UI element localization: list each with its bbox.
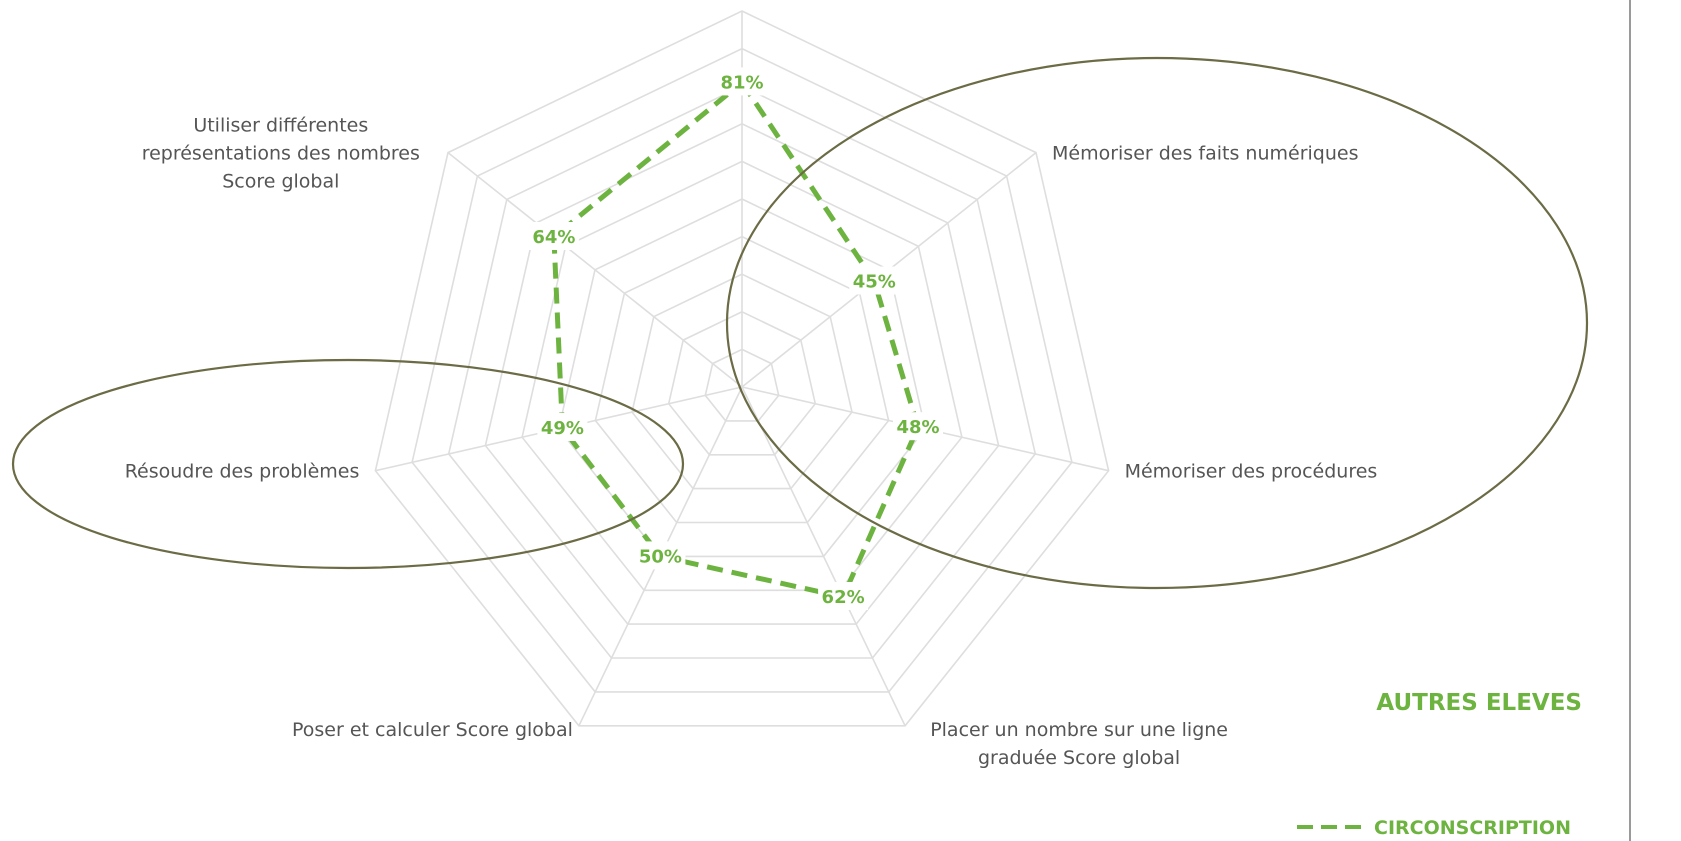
radar-series xyxy=(551,78,921,600)
data-label-bg xyxy=(717,67,767,96)
axis-labels: Mémoriser des faits numériques Mémoriser … xyxy=(125,115,1378,769)
grid-ring xyxy=(557,198,927,558)
grid-ring xyxy=(484,122,1000,625)
grid-ring xyxy=(447,85,1037,659)
data-label-bg xyxy=(893,412,943,441)
grid-ring xyxy=(411,47,1073,693)
grid-spoke xyxy=(447,151,743,388)
legend: AUTRES ELEVES CIRCONSCRIPTION xyxy=(1297,690,1582,839)
axis-label: Mémoriser des procédures xyxy=(1125,461,1378,483)
value-labels: 81% 45% 48% 62% 50% 49% 64% xyxy=(528,67,943,610)
data-label: 81% xyxy=(720,72,763,93)
data-label: 64% xyxy=(532,227,575,248)
grid-ring xyxy=(667,310,817,456)
grid-spoke xyxy=(741,386,906,727)
data-label-bg xyxy=(849,266,900,295)
right-border xyxy=(1629,0,1631,841)
axis-label: Utiliser différentes représentations des … xyxy=(142,115,420,193)
axis-label: Mémoriser des faits numériques xyxy=(1052,143,1359,165)
grid-ring xyxy=(521,160,963,592)
data-label: 49% xyxy=(541,418,584,439)
grid-ring xyxy=(374,10,1110,727)
annotation-ellipses xyxy=(11,56,1589,590)
data-label-bg xyxy=(537,413,588,441)
axis-label: Résoudre des problèmes xyxy=(125,461,360,483)
legend-label-autres: AUTRES ELEVES xyxy=(1376,690,1582,716)
grid-ring xyxy=(704,348,780,422)
data-label-bg xyxy=(635,541,686,570)
highlight-ellipse-left xyxy=(11,358,685,570)
axis-label: Placer un nombre sur une ligne graduée Sc… xyxy=(930,719,1228,769)
data-label-bg xyxy=(528,222,579,250)
legend-label-circonscription: CIRCONSCRIPTION xyxy=(1374,817,1571,839)
grid-ring xyxy=(631,273,853,490)
data-label: 50% xyxy=(639,546,682,567)
grid-ring xyxy=(594,235,890,524)
data-label: 62% xyxy=(822,587,865,608)
data-label-bg xyxy=(818,582,869,610)
series-line xyxy=(551,78,921,600)
axis-label: Poser et calculer Score global xyxy=(292,719,573,741)
highlight-ellipse-right xyxy=(725,56,1589,590)
data-label: 48% xyxy=(896,417,939,438)
data-label: 45% xyxy=(853,272,896,293)
